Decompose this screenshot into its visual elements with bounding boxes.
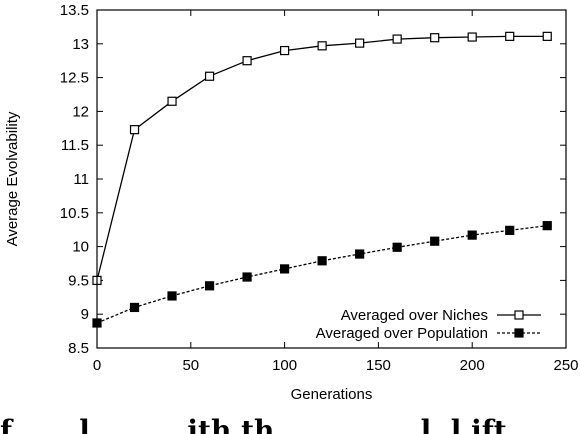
legend-marker xyxy=(514,328,524,338)
data-point xyxy=(204,71,215,81)
data-point xyxy=(355,38,365,48)
data-point xyxy=(129,302,140,313)
x-tick-label: 100 xyxy=(272,357,297,374)
data-point xyxy=(167,291,177,301)
x-tick-label: 0 xyxy=(93,357,101,374)
data-point xyxy=(430,33,440,43)
legend-label: Averaged over Population xyxy=(316,325,488,342)
data-point xyxy=(505,225,515,235)
data-point xyxy=(542,31,552,41)
data-point xyxy=(392,242,402,252)
y-tick-label: 10 xyxy=(72,239,89,256)
y-tick-label: 9 xyxy=(81,306,89,323)
data-point xyxy=(280,264,290,274)
data-point xyxy=(242,56,252,66)
y-tick-label: 12 xyxy=(72,103,89,120)
data-point xyxy=(167,96,177,106)
x-tick-label: 250 xyxy=(553,357,578,374)
data-point xyxy=(204,281,215,291)
data-point xyxy=(467,32,477,42)
y-tick-label: 13 xyxy=(72,36,89,53)
x-tick-label: 200 xyxy=(460,357,485,374)
y-tick-label: 10.5 xyxy=(60,205,89,222)
data-point xyxy=(542,221,552,231)
series-1 xyxy=(92,31,552,285)
y-axis-label: Average Evolvability xyxy=(4,111,21,246)
data-point xyxy=(280,45,290,56)
data-point xyxy=(392,34,402,44)
x-tick-label: 50 xyxy=(182,357,199,374)
y-tick-label: 12.5 xyxy=(60,70,89,87)
series-layer xyxy=(92,31,552,328)
data-point xyxy=(317,256,327,266)
y-tick-label: 11.5 xyxy=(61,137,89,154)
x-tick-label: 150 xyxy=(366,357,391,374)
series-line xyxy=(96,35,548,281)
line-chart: 8.5 9 9.5 10 10.5 11 11.5 12 12.5 13 13.5 0 50 100 15… xyxy=(4,2,579,403)
legend-marker xyxy=(514,310,524,320)
data-point xyxy=(467,230,477,240)
caption-fragment: f... ...l... ... ..ith th... ... .. . ..… xyxy=(0,408,580,434)
y-tick-label: 9.5 xyxy=(68,272,89,289)
y-tick-label: 13.5 xyxy=(60,2,89,19)
plot-frame xyxy=(96,9,567,349)
y-axis-ticks: 8.5 9 9.5 10 10.5 11 11.5 12 12.5 13 13.5 xyxy=(60,2,566,357)
data-point xyxy=(430,236,440,246)
data-point xyxy=(242,272,252,282)
caption-text: f... ...l... ... ..ith th... ... .. . ..… xyxy=(0,414,536,434)
y-tick-label: 8.5 xyxy=(68,340,89,357)
data-point xyxy=(505,31,515,41)
y-tick-label: 11 xyxy=(73,171,89,188)
data-point xyxy=(129,125,140,135)
data-point xyxy=(355,249,365,259)
x-axis-ticks: 0 50 100 150 200 250 xyxy=(93,10,579,374)
data-point xyxy=(317,41,327,51)
x-axis-label: Generations xyxy=(291,386,373,403)
series-2 xyxy=(92,221,552,328)
legend-label: Averaged over Niches xyxy=(341,307,488,324)
